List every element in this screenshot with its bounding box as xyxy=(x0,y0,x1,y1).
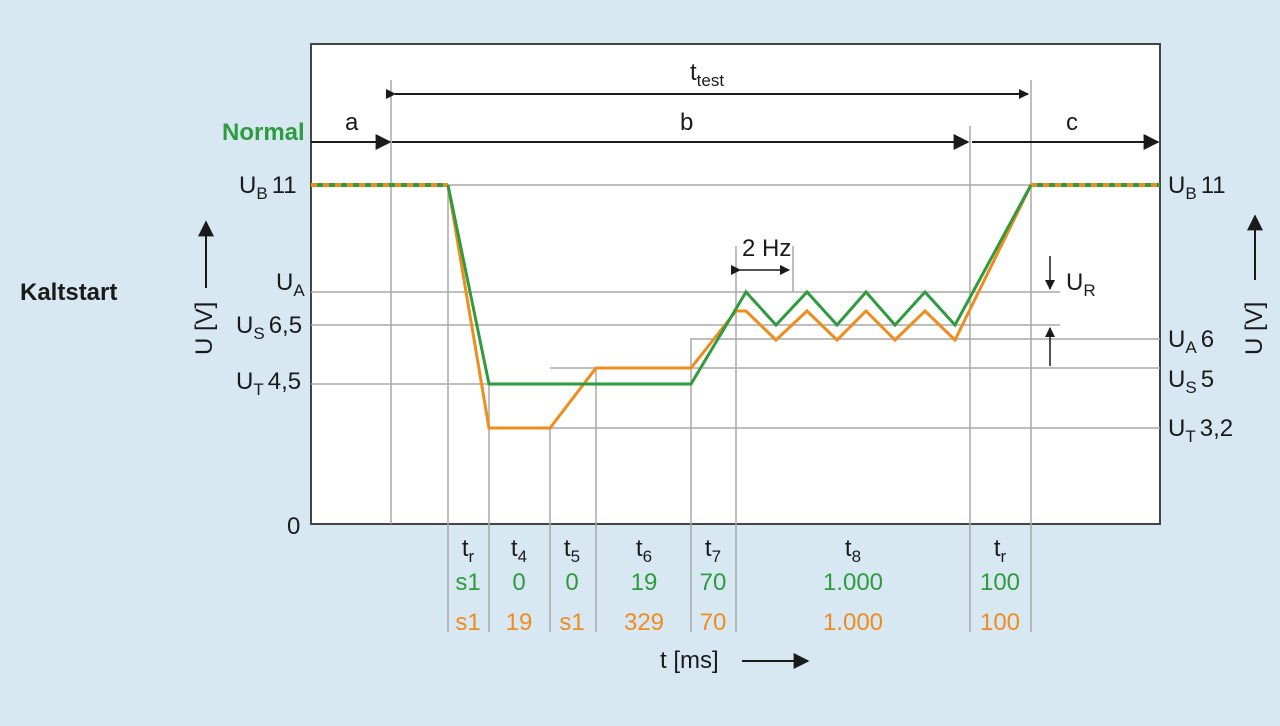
segment-labels: tr t4 t5 t6 t7 t8 tr xyxy=(462,535,1007,566)
right-level-ub: UB 11 xyxy=(1168,172,1226,203)
segment-label-2: t4 xyxy=(511,535,527,566)
green-value-3: 0 xyxy=(565,569,578,596)
orange-value-3: s1 xyxy=(559,609,584,636)
segment-label-4: t6 xyxy=(636,535,652,566)
left-y-axis-label: U [V] xyxy=(191,302,218,355)
phase-c-label: c xyxy=(1066,109,1078,136)
green-value-1: s1 xyxy=(455,569,480,596)
orange-value-4: 329 xyxy=(624,609,664,636)
green-values-row: s1 0 0 19 70 1.000 100 xyxy=(455,569,1020,596)
green-value-6: 1.000 xyxy=(823,569,883,596)
phase-a-label: a xyxy=(345,109,359,136)
x-axis-label: t [ms] xyxy=(660,647,719,674)
right-level-ut: UT 3,2 xyxy=(1168,415,1233,446)
left-level-ua: UA xyxy=(276,269,305,300)
segment-label-3: t5 xyxy=(564,535,580,566)
orange-values-row: s1 19 s1 329 70 1.000 100 xyxy=(455,609,1020,636)
green-voltage-curve xyxy=(446,184,1033,386)
orange-voltage-curve xyxy=(446,184,1033,430)
phase-b-label: b xyxy=(680,109,693,136)
left-level-ut: UT 4,5 xyxy=(236,368,301,399)
zero-label: 0 xyxy=(287,513,300,540)
test-span-label: ttest xyxy=(690,59,724,90)
left-level-us: US 6,5 xyxy=(236,312,302,343)
frequency-label: 2 Hz xyxy=(742,235,791,262)
right-y-axis-label: U [V] xyxy=(1241,302,1268,355)
mode-label: Kaltstart xyxy=(20,279,117,306)
orange-value-7: 100 xyxy=(980,609,1020,636)
green-value-5: 70 xyxy=(700,569,727,596)
segment-label-5: t7 xyxy=(705,535,721,566)
orange-value-2: 19 xyxy=(506,609,533,636)
left-level-ub: UB 11 xyxy=(239,172,297,203)
right-level-ua: UA 6 xyxy=(1168,326,1214,357)
green-value-2: 0 xyxy=(512,569,525,596)
orange-value-6: 1.000 xyxy=(823,609,883,636)
segment-label-6: t8 xyxy=(845,535,861,566)
segment-label-7: tr xyxy=(994,535,1007,566)
green-value-7: 100 xyxy=(980,569,1020,596)
orange-value-1: s1 xyxy=(455,609,480,636)
orange-value-5: 70 xyxy=(700,609,727,636)
ripple-label: UR xyxy=(1066,269,1096,300)
green-value-4: 19 xyxy=(631,569,658,596)
normal-label: Normal xyxy=(222,119,305,146)
segment-label-1: tr xyxy=(462,535,475,566)
right-level-us: US 5 xyxy=(1168,366,1214,397)
